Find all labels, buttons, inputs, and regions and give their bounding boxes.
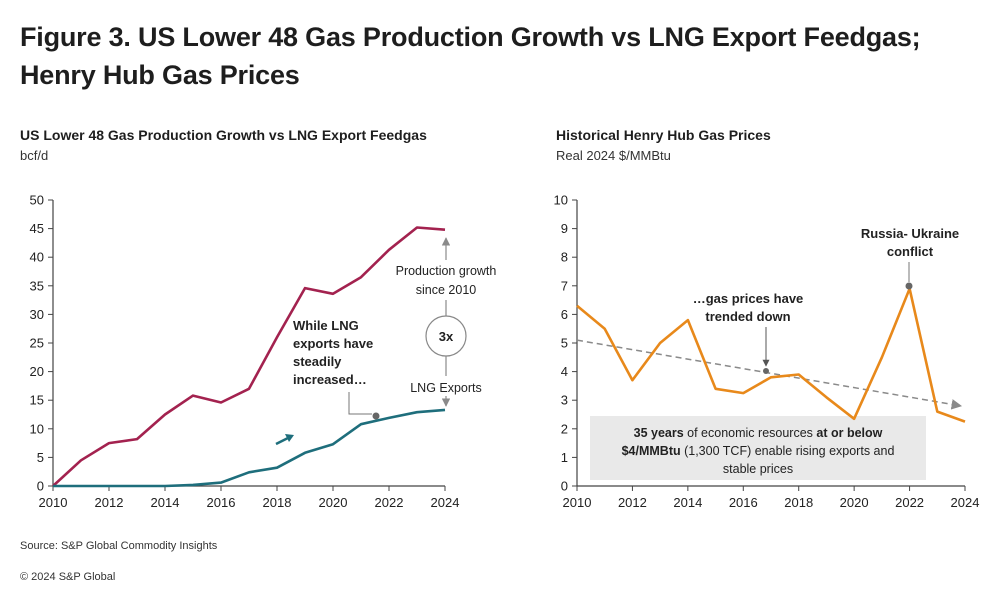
left-y-tick-label: 25	[30, 336, 44, 351]
left-y-tick-label: 0	[37, 479, 44, 494]
right-y-tick-label: 9	[561, 221, 568, 236]
right-y-tick-label: 1	[561, 450, 568, 465]
left-x-tick-label: 2012	[95, 495, 124, 510]
right-annotations: Russia- Ukraine conflict …gas prices hav…	[693, 226, 959, 374]
charts-canvas: 05101520253035404550 2010 2012 2014 2016 201…	[0, 0, 1000, 613]
left-x-tick-label: 2024	[431, 495, 460, 510]
right-x-tick-label: 2012	[618, 495, 647, 510]
right-x-tick-label: 2022	[895, 495, 924, 510]
lng-annotation-line4: increased…	[293, 372, 367, 387]
right-y-tick-label: 5	[561, 336, 568, 351]
trend-dot	[763, 368, 769, 374]
left-y-tick-label: 20	[30, 364, 44, 379]
source-note: Source: S&P Global Commodity Insights	[20, 540, 217, 552]
right-x-tick-label: 2014	[673, 495, 702, 510]
left-y-tick-label: 45	[30, 221, 44, 236]
right-x-ticks: 2010 2012 2014 2016 2018 2020 2022 2024	[563, 486, 980, 510]
left-y-ticks: 0 5 10 15 20 25 30 35 40 45 50	[30, 193, 53, 494]
production-annotation-line1: Production growth	[396, 264, 497, 278]
price-trend-line	[577, 340, 961, 406]
lng-annotation-dot	[373, 413, 380, 420]
left-y-tick-label: 5	[37, 450, 44, 465]
left-x-tick-label: 2010	[39, 495, 68, 510]
right-x-tick-label: 2020	[840, 495, 869, 510]
left-y-tick-label: 10	[30, 421, 44, 436]
left-y-tick-label: 35	[30, 278, 44, 293]
right-y-tick-label: 3	[561, 393, 568, 408]
russia-annotation-line1: Russia- Ukraine	[861, 226, 959, 241]
left-y-tick-label: 50	[30, 193, 44, 208]
left-y-tick-label: 40	[30, 250, 44, 265]
right-y-tick-label: 0	[561, 479, 568, 494]
resources-callout-line1: 35 years of economic resources at or bel…	[634, 426, 883, 440]
left-series-group	[53, 228, 445, 487]
right-y-tick-label: 7	[561, 278, 568, 293]
left-x-ticks: 2010 2012 2014 2016 2018 2020 2022 2024	[39, 486, 460, 510]
lng-exports-label: LNG Exports	[410, 381, 482, 395]
lng-annotation-line2: exports have	[293, 336, 373, 351]
right-x-tick-label: 2010	[563, 495, 592, 510]
lng-annotation-line1: While LNG	[293, 318, 359, 333]
right-y-tick-label: 8	[561, 250, 568, 265]
right-x-tick-label: 2024	[951, 495, 980, 510]
left-x-tick-label: 2022	[375, 495, 404, 510]
lng-exports-line	[53, 410, 445, 486]
production-growth-line	[53, 228, 445, 487]
left-y-tick-label: 30	[30, 307, 44, 322]
production-annotation-line2: since 2010	[416, 283, 477, 297]
left-x-tick-label: 2016	[207, 495, 236, 510]
right-y-tick-label: 10	[554, 193, 568, 208]
lng-annotation-connector	[349, 392, 372, 414]
left-y-tick-label: 15	[30, 393, 44, 408]
right-x-tick-label: 2018	[784, 495, 813, 510]
left-x-tick-label: 2020	[319, 495, 348, 510]
resources-callout-line3: stable prices	[723, 462, 793, 476]
russia-dot	[906, 283, 913, 290]
multiplier-label: 3x	[439, 329, 454, 344]
right-y-tick-label: 2	[561, 421, 568, 436]
right-y-tick-label: 4	[561, 364, 568, 379]
trend-annotation-line2: trended down	[705, 309, 790, 324]
right-y-ticks: 0 1 2 3 4 5 6 7 8 9 10	[554, 193, 577, 494]
russia-annotation-line2: conflict	[887, 244, 934, 259]
copyright-note: © 2024 S&P Global	[20, 571, 115, 583]
left-x-tick-label: 2018	[263, 495, 292, 510]
left-x-tick-label: 2014	[151, 495, 180, 510]
lng-annotation-line3: steadily	[293, 354, 342, 369]
right-y-tick-label: 6	[561, 307, 568, 322]
right-x-tick-label: 2016	[729, 495, 758, 510]
trend-annotation-line1: …gas prices have	[693, 291, 804, 306]
left-annotations: While LNG exports have steadily increase…	[276, 238, 496, 444]
resources-callout-line2: $4/MMBtu (1,300 TCF) enable rising expor…	[622, 444, 895, 458]
